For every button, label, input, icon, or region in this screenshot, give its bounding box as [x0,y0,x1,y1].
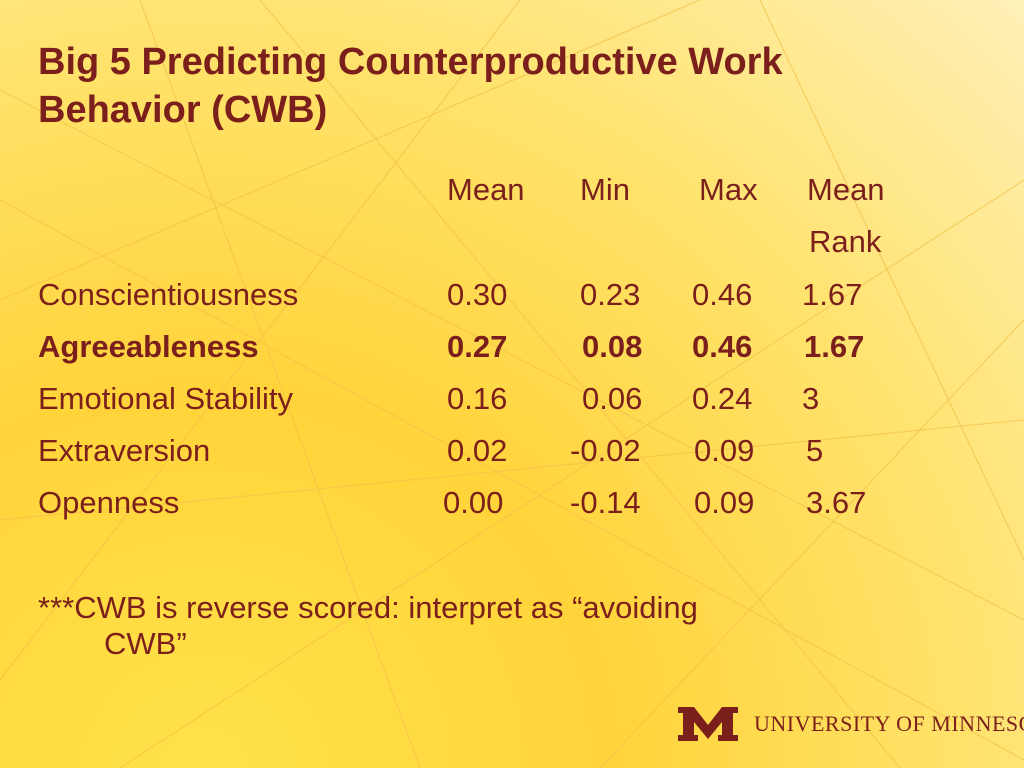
cell-mean: 0.16 [447,381,508,416]
header-mean: Mean [447,172,525,207]
university-logo: UNIVERSITY OF MINNESOTA [676,704,1024,744]
cell-rank: 1.67 [802,277,863,312]
cell-max: 0.09 [694,433,755,468]
university-name: UNIVERSITY OF MINNESOTA [754,711,1024,736]
footnote-line-2: CWB” [104,626,187,661]
title-line-2: Behavior (CWB) [38,89,328,131]
footnote: ***CWB is reverse scored: interpret as “… [38,590,938,662]
row-trait-openness: Openness [38,485,180,520]
cell-max: 0.46 [692,329,753,364]
header-mean-rank-line2: Rank [809,224,882,259]
header-mean-rank-line1: Mean [807,172,885,207]
cell-min: 0.23 [580,277,641,312]
slide-title: Big 5 Predicting Counterproductive Work … [38,38,998,134]
university-m-logo-icon [678,707,738,741]
row-trait-emotional-stability: Emotional Stability [38,381,294,416]
cell-rank: 3 [802,381,820,416]
cell-max: 0.24 [692,381,753,416]
cell-max: 0.46 [692,277,753,312]
cell-min: -0.02 [570,433,641,468]
cell-rank: 3.67 [806,485,867,520]
cell-mean: 0.02 [447,433,508,468]
cell-min: 0.06 [582,381,643,416]
cell-min: 0.08 [582,329,643,364]
row-trait-agreeableness: Agreeableness [38,329,259,364]
header-max: Max [699,172,758,207]
cell-mean: 0.30 [447,277,508,312]
cell-rank: 1.67 [804,329,865,364]
row-trait-extraversion: Extraversion [38,433,211,468]
row-trait-conscientiousness: Conscientiousness [38,277,299,312]
cell-mean: 0.27 [447,329,508,364]
title-line-1: Big 5 Predicting Counterproductive Work [38,41,783,83]
header-min: Min [580,172,630,207]
cell-rank: 5 [806,433,824,468]
cell-mean: 0.00 [443,485,504,520]
cell-max: 0.09 [694,485,755,520]
footnote-line-1: ***CWB is reverse scored: interpret as “… [38,590,698,625]
cell-min: -0.14 [570,485,641,520]
